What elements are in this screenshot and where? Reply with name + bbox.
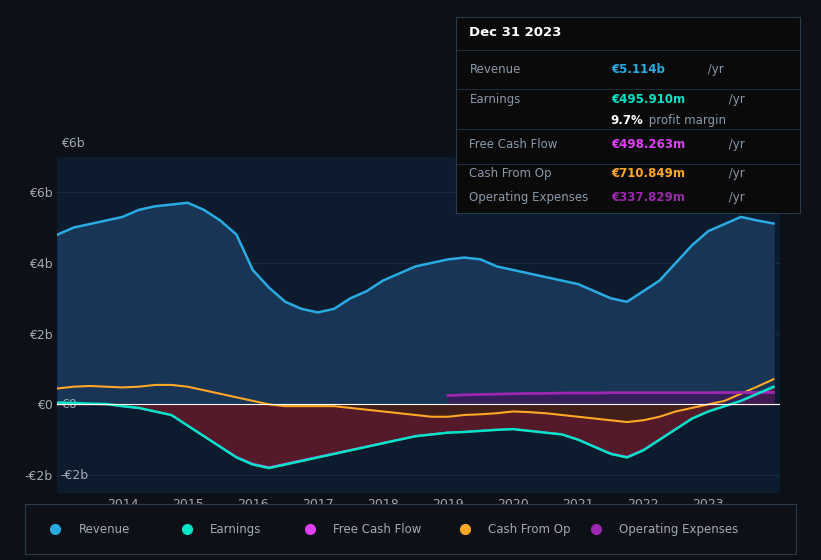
Text: /yr: /yr [725,92,745,106]
Text: Free Cash Flow: Free Cash Flow [333,522,422,536]
Text: €710.849m: €710.849m [611,167,685,180]
Text: 9.7%: 9.7% [611,114,644,127]
Text: -€2b: -€2b [61,469,89,482]
Text: Operating Expenses: Operating Expenses [470,190,589,204]
Text: Earnings: Earnings [210,522,261,536]
Text: Operating Expenses: Operating Expenses [619,522,738,536]
Text: €6b: €6b [61,137,85,150]
Text: Earnings: Earnings [470,92,521,106]
Text: €498.263m: €498.263m [611,138,685,151]
Text: /yr: /yr [725,190,745,204]
Text: Dec 31 2023: Dec 31 2023 [470,26,562,39]
Text: €495.910m: €495.910m [611,92,685,106]
Text: €337.829m: €337.829m [611,190,685,204]
Text: Free Cash Flow: Free Cash Flow [470,138,557,151]
Text: profit margin: profit margin [645,114,727,127]
Text: Cash From Op: Cash From Op [488,522,570,536]
Text: Revenue: Revenue [470,63,521,76]
Text: /yr: /yr [704,63,723,76]
Text: €0: €0 [61,398,76,411]
Text: Revenue: Revenue [79,522,130,536]
Text: Cash From Op: Cash From Op [470,167,552,180]
Text: /yr: /yr [725,138,745,151]
Text: €5.114b: €5.114b [611,63,665,76]
Text: /yr: /yr [725,167,745,180]
